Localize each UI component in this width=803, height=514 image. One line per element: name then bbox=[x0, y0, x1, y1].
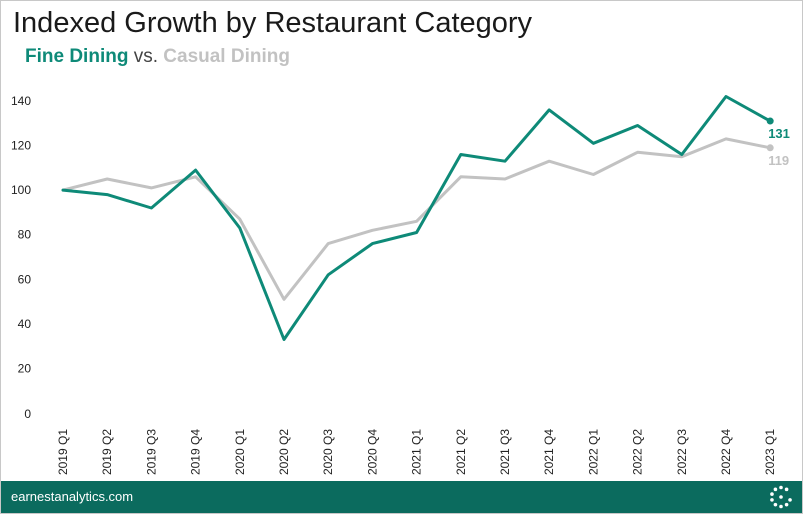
fine-dining-end-label: 131 bbox=[768, 126, 790, 141]
y-tick-label: 0 bbox=[24, 407, 31, 421]
logo-dot bbox=[788, 498, 792, 502]
logo-dot bbox=[779, 504, 783, 509]
logo-dot bbox=[770, 498, 774, 502]
x-tick-label: 2020 Q1 bbox=[233, 429, 247, 475]
casual-dining-line bbox=[61, 137, 772, 301]
subtitle-separator: vs. bbox=[133, 46, 158, 67]
x-tick-label: 2021 Q3 bbox=[498, 429, 512, 475]
chart-title: Indexed Growth by Restaurant Category bbox=[13, 7, 533, 39]
x-tick-label: 2022 Q2 bbox=[631, 429, 645, 475]
logo-dot bbox=[773, 502, 778, 507]
x-tick-label: 2019 Q1 bbox=[56, 429, 70, 475]
x-tick-label: 2019 Q2 bbox=[100, 429, 114, 475]
x-tick-label: 2022 Q1 bbox=[586, 429, 600, 475]
y-tick-label: 80 bbox=[18, 228, 32, 242]
logo-dot bbox=[784, 487, 789, 492]
logo-dot bbox=[773, 487, 778, 492]
x-tick-label: 2023 Q1 bbox=[763, 429, 777, 475]
logo-dot bbox=[770, 492, 774, 496]
x-tick-label: 2020 Q4 bbox=[365, 429, 379, 475]
y-tick-label: 60 bbox=[18, 272, 32, 286]
y-tick-label: 40 bbox=[18, 317, 32, 331]
fine-dining-line bbox=[61, 95, 772, 341]
x-tick-label: 2020 Q2 bbox=[277, 429, 291, 475]
subtitle-fine-dining: Fine Dining bbox=[25, 46, 129, 67]
casual-dining-point bbox=[766, 144, 774, 152]
x-tick-label: 2021 Q4 bbox=[542, 429, 556, 475]
fine-dining-point bbox=[766, 117, 774, 125]
x-tick-label: 2022 Q4 bbox=[719, 429, 733, 475]
subtitle-casual-dining: Casual Dining bbox=[163, 46, 290, 67]
footer-site-link[interactable]: earnestanalytics.com bbox=[11, 489, 134, 504]
y-tick-label: 100 bbox=[11, 183, 31, 197]
chart-subtitle: Fine Dining vs. Casual Dining bbox=[25, 46, 290, 68]
x-tick-label: 2021 Q1 bbox=[410, 429, 424, 475]
line-chart: 0 20 40 60 80 100 120 140 2019 Q1 2019 Q2 2019 Q3… bbox=[11, 94, 790, 475]
y-tick-label: 120 bbox=[11, 139, 31, 153]
y-tick-label: 140 bbox=[11, 94, 31, 108]
x-tick-label: 2022 Q3 bbox=[675, 429, 689, 475]
x-axis: 2019 Q1 2019 Q2 2019 Q3 2019 Q4 2020 Q1 2020 … bbox=[56, 429, 777, 475]
y-axis: 0 20 40 60 80 100 120 140 bbox=[11, 94, 31, 421]
x-tick-label: 2020 Q3 bbox=[321, 429, 335, 475]
footer-bar: earnestanalytics.com bbox=[1, 481, 802, 513]
x-tick-label: 2019 Q3 bbox=[144, 429, 158, 475]
x-tick-label: 2021 Q2 bbox=[454, 429, 468, 475]
casual-dining-end-label: 119 bbox=[768, 153, 789, 168]
logo-dot bbox=[779, 485, 783, 490]
logo-dot bbox=[779, 495, 783, 499]
logo-dot bbox=[784, 502, 789, 507]
series-end-marks: 119 131 bbox=[62, 96, 790, 340]
dotted-circle-logo-icon bbox=[770, 485, 792, 509]
series-lines bbox=[61, 95, 772, 341]
x-tick-label: 2019 Q4 bbox=[189, 429, 203, 475]
y-tick-label: 20 bbox=[18, 361, 32, 375]
